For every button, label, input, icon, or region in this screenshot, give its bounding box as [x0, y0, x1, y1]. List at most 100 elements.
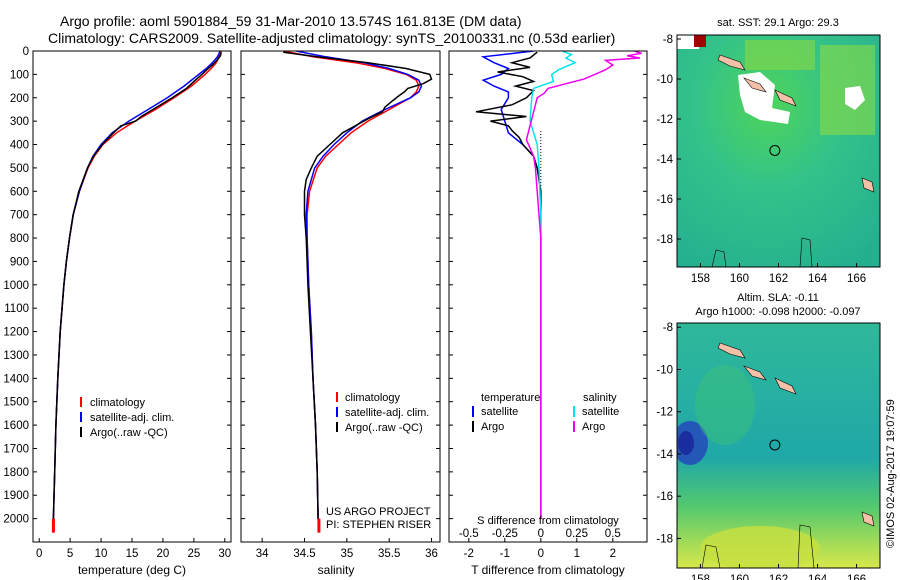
sla-island-3 — [774, 377, 797, 395]
sla-map-xtick-label: 162 — [769, 574, 788, 580]
temperature-xtick-label: 15 — [126, 548, 139, 560]
sla-map-xtick-label: 164 — [808, 574, 828, 580]
sst-map-xtick-label: 158 — [691, 273, 710, 285]
depth-tick-label: 600 — [10, 186, 29, 198]
temperature-xtick-label: 5 — [67, 548, 73, 560]
sst-warm-patch — [745, 40, 815, 70]
sla-map-ytick-label: -12 — [656, 407, 673, 419]
difference-xtick-label: -1 — [500, 548, 510, 560]
depth-tick-label: 800 — [10, 233, 29, 245]
depth-tick-label: 700 — [10, 210, 29, 222]
sla-map-xtick-label: 158 — [691, 574, 710, 580]
salinity-frame — [240, 50, 441, 543]
depth-tick-label: 1100 — [4, 303, 29, 315]
legend-header-temperature: temperature — [481, 392, 540, 404]
difference-top-xlabel: S difference from climatology — [477, 515, 619, 527]
depth-tick-label: 1800 — [3, 467, 29, 479]
sst-argo-location-marker — [769, 144, 781, 156]
difference-xtick-label: 0 — [538, 548, 544, 560]
temperature-panel: 0 5 10 15 20 25 30 temperature (deg C) climato… — [32, 50, 232, 577]
salinity-diff-xtick-label: 0.25 — [566, 528, 588, 540]
salinity-xtick-label: 35.5 — [378, 548, 400, 560]
salinity-series-argo-raw-qc- — [283, 51, 433, 519]
difference-xtick-label: -2 — [464, 548, 474, 560]
difference-xtick-label: 2 — [610, 548, 616, 560]
sst-map-xtick-label: 162 — [769, 273, 788, 285]
depth-tick-label: 1900 — [3, 490, 29, 502]
sst-map-xtick-label: 164 — [808, 273, 828, 285]
salinity-xtick-label: 35 — [340, 548, 353, 560]
sst-island-2 — [743, 77, 767, 93]
depth-tick-label: 400 — [10, 140, 29, 152]
sst-map-ytick-label: -14 — [656, 154, 673, 166]
salinity-xlabel: salinity — [318, 563, 355, 577]
depth-tick-label: 1400 — [3, 373, 29, 385]
salinity-diff-xtick-label: -0.5 — [459, 528, 479, 540]
depth-tick-label: 1000 — [3, 280, 29, 292]
temperature-legend: climatology satellite-adj. clim. Argo(..… — [80, 397, 174, 439]
sla-map-ytick-label: -16 — [656, 491, 673, 503]
pi-annotation: PI: STEPHEN RISER — [326, 519, 431, 531]
sla-mid-anomaly — [695, 365, 755, 445]
salinity-legend-argo: Argo(..raw -QC) — [345, 422, 423, 434]
sst-map-ticks: 158 160 162 164 166 -8 -10 -12 -14 -16 -18 — [656, 34, 866, 285]
depth-tick-label: 1200 — [3, 327, 29, 339]
sst-map-ytick-label: -12 — [656, 114, 673, 126]
difference-series-s-satellite — [529, 51, 577, 519]
depth-tick-label: 300 — [10, 116, 29, 128]
difference-xlabel: T difference from climatology — [471, 563, 625, 577]
sst-map: sat. SST: 29.1 Argo: 29.3 158 160 162 164 16… — [656, 17, 881, 285]
temperature-xtick-label: 10 — [95, 548, 108, 560]
sst-map-field — [677, 35, 880, 267]
depth-tick-label: 1300 — [3, 350, 29, 362]
sla-map-xtick-label: 166 — [847, 574, 866, 580]
sla-contour-2 — [797, 524, 815, 568]
legend-t-argo: Argo — [481, 421, 504, 433]
sla-low-core — [678, 431, 694, 455]
sst-map-xtick-label: 160 — [730, 273, 749, 285]
depth-tick-label: 0 — [23, 46, 29, 58]
salinity-xtick-label: 34 — [256, 548, 269, 560]
temperature-xtick-label: 30 — [218, 548, 231, 560]
temperature-x-ticks: 0 5 10 15 20 25 30 — [33, 50, 231, 560]
sla-map-title: Altim. SLA: -0.11 — [737, 292, 819, 304]
depth-axis: 0 100 200 300 400 500 600 700 800 900 1000 1100 1200… — [3, 46, 29, 526]
sla-map-xtick-label: 160 — [730, 574, 749, 580]
sst-map-xtick-label: 166 — [847, 273, 866, 285]
sst-island-4 — [861, 177, 875, 193]
depth-tick-label: 1600 — [3, 420, 29, 432]
temperature-series-argo-raw-qc- — [52, 52, 222, 519]
sst-cloud-mask-corner — [677, 35, 699, 49]
imos-timestamp: ©IMOS 02-Aug-2017 19:07:59 — [885, 399, 897, 548]
difference-series-s-argo — [525, 51, 642, 519]
sst-island-3 — [774, 89, 797, 107]
difference-lines — [475, 51, 642, 519]
sla-island-1 — [717, 342, 746, 359]
depth-tick-label: 2000 — [3, 514, 29, 526]
sla-map-ytick-label: -10 — [656, 364, 673, 376]
sla-argo-location-marker — [769, 439, 781, 451]
temperature-xlabel: temperature (deg C) — [78, 563, 186, 577]
difference-panel: -2 -1 0 1 2 -0.5 -0.25 0 0.25 0.5 S difference fr… — [448, 50, 648, 577]
figure-title-line-1: Argo profile: aoml 5901884_59 31-Mar-201… — [60, 13, 522, 29]
salinity-series-climatology — [283, 51, 420, 531]
sst-map-title: sat. SST: 29.1 Argo: 29.3 — [717, 17, 839, 29]
legend-header-salinity: salinity — [583, 392, 617, 404]
project-annotation: US ARGO PROJECT — [326, 506, 431, 518]
temperature-xtick-label: 25 — [187, 548, 200, 560]
legend-s-argo: Argo — [582, 421, 605, 433]
salinity-lines — [283, 51, 433, 533]
sst-map-ytick-label: -18 — [656, 234, 673, 246]
difference-legend: temperature salinity satellite Argo sate… — [472, 392, 619, 433]
temperature-legend-climatology: climatology — [90, 397, 146, 409]
salinity-legend-satellite: satellite-adj. clim. — [345, 407, 429, 419]
difference-frame — [448, 50, 648, 543]
salinity-x-ticks: 34 34.5 35 35.5 36 — [241, 50, 440, 560]
salinity-legend-climatology: climatology — [345, 392, 401, 404]
legend-t-satellite: satellite — [481, 406, 518, 418]
sla-high-anomaly — [700, 526, 820, 568]
sst-hot-pixel — [694, 35, 706, 47]
depth-tick-label: 1500 — [3, 397, 29, 409]
sla-map-subtitle: Argo h1000: -0.098 h2000: -0.097 — [695, 306, 860, 318]
